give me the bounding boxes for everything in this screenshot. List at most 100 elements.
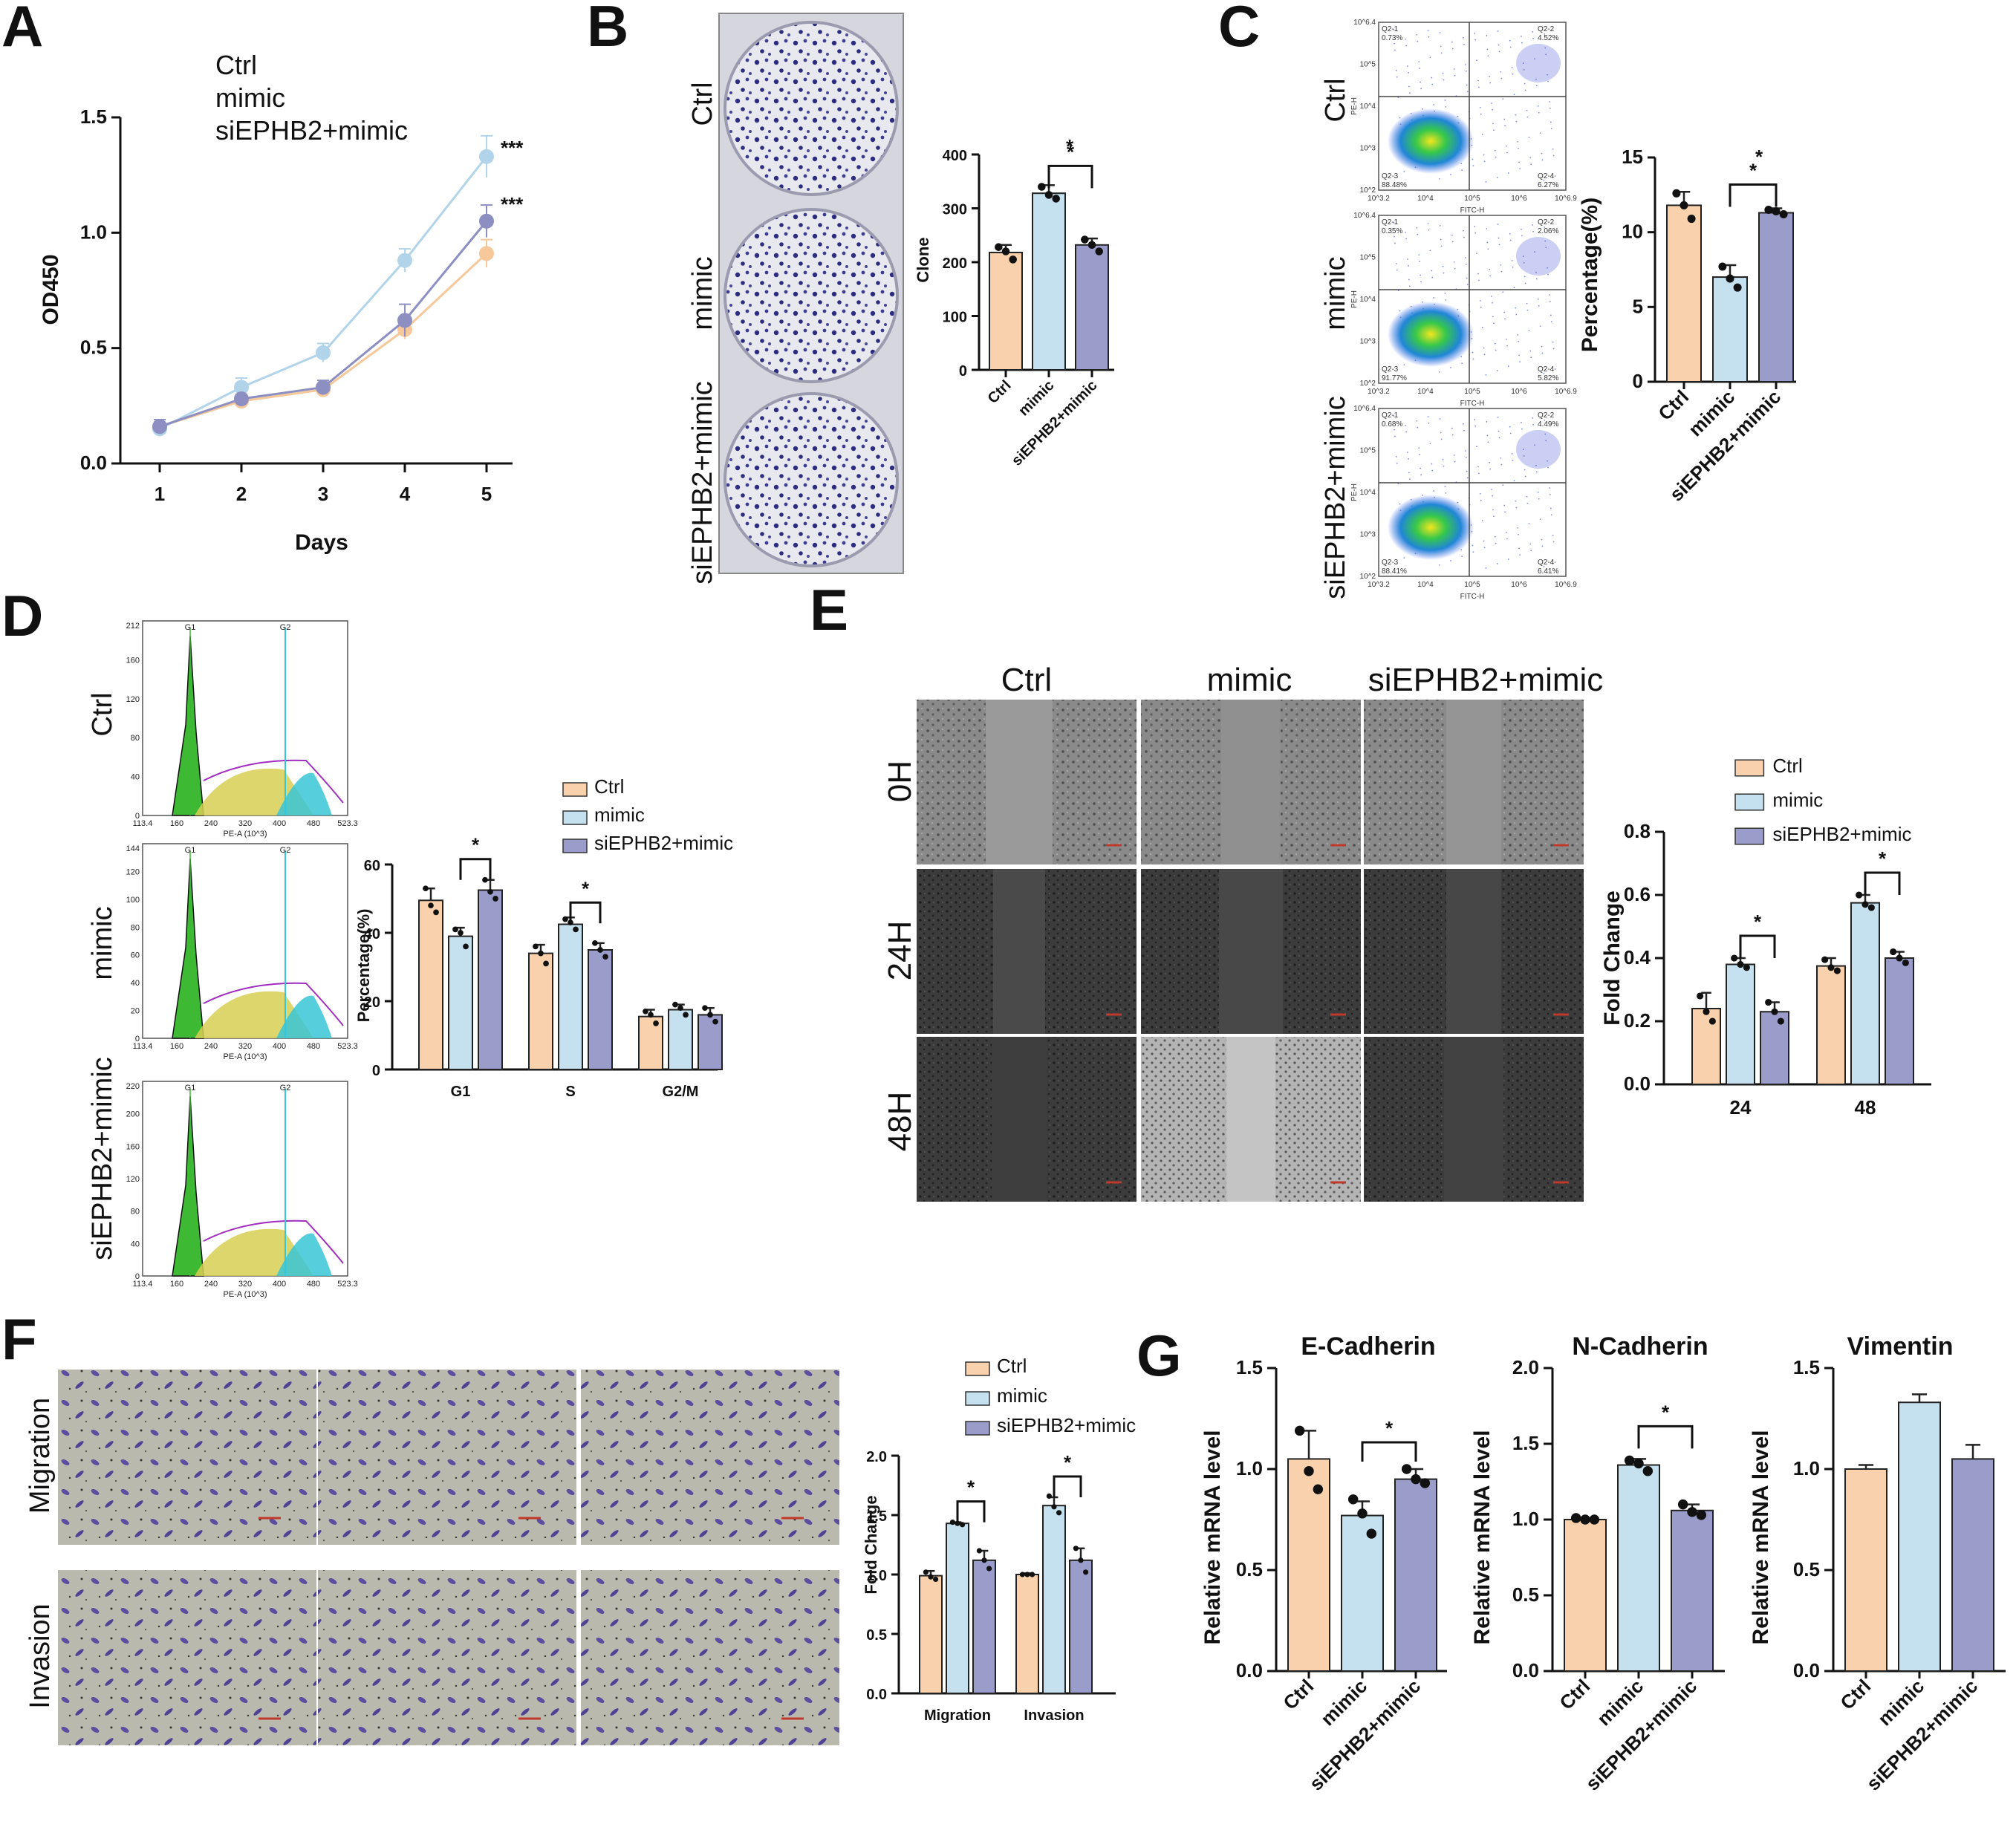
flow-event [1511,67,1513,68]
panel-g-ecadherin-bracket [1361,1441,1417,1462]
flow-event [1487,248,1489,250]
panel-b-0-point [1009,255,1017,264]
flow-y-label: PE-H [1350,483,1359,501]
flow-x-label: FITC-H [1460,400,1485,408]
panel-c-1-point [1733,283,1742,292]
flow-event [1405,238,1407,240]
panel-d-legend-label: mimic [594,804,645,826]
panel-e-0-0-point [1703,1008,1710,1015]
flow-event [1543,565,1545,567]
flow-event [1487,441,1489,443]
flow-event [1530,163,1532,166]
panel-g-ecadherin-0-bar [1287,1458,1330,1673]
flow-q3-label: Q2-3 [1382,559,1399,567]
flow-event [1526,109,1528,111]
flow-event [1519,554,1521,556]
flow-event [1519,361,1521,363]
panel-d-legend-swatch [562,810,588,825]
panel-d-histograms: Ctrl mimic siEPHB2+mimic G1 G2 212 0 40 80 120… [87,620,358,1299]
flow-event [1538,498,1540,500]
flow-event [1474,226,1476,227]
flow-event [1394,242,1396,244]
flow-event [1429,250,1431,252]
panel-c-row-ctrl: Ctrl [1320,78,1351,122]
panel-f-0-0-point [923,1569,929,1575]
panel-a-line-chart: Ctrl mimic siEPHB2+mimic *** *** Days OD… [39,50,524,555]
flow-event [1507,365,1509,367]
flow-event [1489,75,1491,77]
panel-g-ecadherin-y-tick-label: 0.5 [1236,1558,1263,1580]
panel-d-y-tick-label: 60 [364,858,380,874]
histogram-fit-curve [203,1220,344,1264]
panel-g-ncadherin-x-tick-label: Ctrl [1555,1675,1594,1714]
panel-f-x-tick-label: Invasion [1024,1707,1084,1724]
panel-g-vimentin-2-bar [1951,1458,1994,1673]
panel-e-legend-swatch [1734,759,1765,777]
panel-letter-d: D [1,583,43,648]
flow-event [1524,282,1526,284]
panel-g-ncadherin-0-point [1580,1514,1590,1525]
panel-c-sig: * [1749,159,1758,181]
panel-g-ecadherin-sig: * [1385,1417,1394,1439]
flow-event [1498,244,1500,246]
panel-e-0-2-bar [1760,1011,1789,1085]
flow-event [1518,340,1520,342]
panel-g-ncadherin-y-tick-label: 0.0 [1512,1659,1539,1681]
flow-event [1393,29,1394,30]
panel-d-0-0-point [433,909,439,916]
panel-e-1-2-point [1896,954,1903,962]
panel-f-legend-swatch [965,1391,990,1406]
transwell-image [318,1370,576,1545]
flow-event [1519,168,1521,170]
flow-event [1547,460,1549,462]
panel-a-point [316,345,331,360]
flow-event [1440,238,1442,241]
flow-event [1518,547,1520,550]
panel-e-y-tick-label: 0.0 [1624,1072,1651,1095]
histogram-y-tick-label: 60 [131,951,140,960]
flow-event [1494,535,1496,538]
panel-g-vimentin-x-tick-label: Ctrl [1835,1675,1875,1714]
flow-event [1500,71,1502,73]
flow-event [1518,354,1520,356]
panel-g-ecadherin-y-tick-label: 0.0 [1236,1659,1263,1681]
panel-d-2-2-bar [698,1014,723,1071]
panel-g-ecadherin-2-point [1401,1464,1412,1474]
flow-event [1476,59,1477,62]
panel-c-x-tick-label: Ctrl [1654,385,1693,425]
flow-event [1552,541,1555,543]
flow-event [1489,82,1492,84]
histogram-x-label: PE-A (10^3) [224,830,267,839]
flow-event [1532,417,1534,419]
panel-g-ncadherin-ylabel: Relative mRNA level [1470,1430,1495,1644]
panel-e-sig: * [1879,847,1887,870]
panel-d-2-1-point [672,1001,678,1008]
flow-event [1478,472,1480,475]
panel-f-legend-label: mimic [997,1384,1047,1407]
panel-d-y-tick-label: 40 [364,926,380,942]
panel-b-0-point [1001,247,1010,255]
flow-event [1506,538,1508,540]
histogram-x-tick-label: 320 [238,819,252,828]
scratch-gap [1226,1037,1275,1202]
flow-event [1445,105,1447,108]
panel-g-ecadherin-1-point [1357,1508,1368,1519]
panel-b-y-tick-label: 0 [959,363,967,380]
flow-q4-value: 6.41% [1538,567,1558,576]
panel-b-2-point [1095,247,1103,255]
panel-c-1-point [1718,262,1727,271]
panel-a-point [152,419,167,434]
flow-event [1512,266,1514,268]
panel-g-ecadherin-x-tick-label: Ctrl [1278,1675,1318,1714]
flow-event [1396,462,1398,464]
panel-e-x-tick-label: 48 [1855,1096,1876,1118]
panel-g-ncadherin-1-point [1624,1455,1635,1466]
panel-b-y-tick-label: 200 [943,255,967,272]
flow-x-tick-label: 10^4 [1417,388,1434,396]
panel-d-x-tick-label: G1 [451,1084,471,1100]
flow-event [1500,457,1502,459]
flow-event [1451,241,1454,243]
histogram-x-tick-label: 113.4 [133,819,153,828]
flow-event [1445,299,1447,301]
flow-event [1523,262,1525,264]
